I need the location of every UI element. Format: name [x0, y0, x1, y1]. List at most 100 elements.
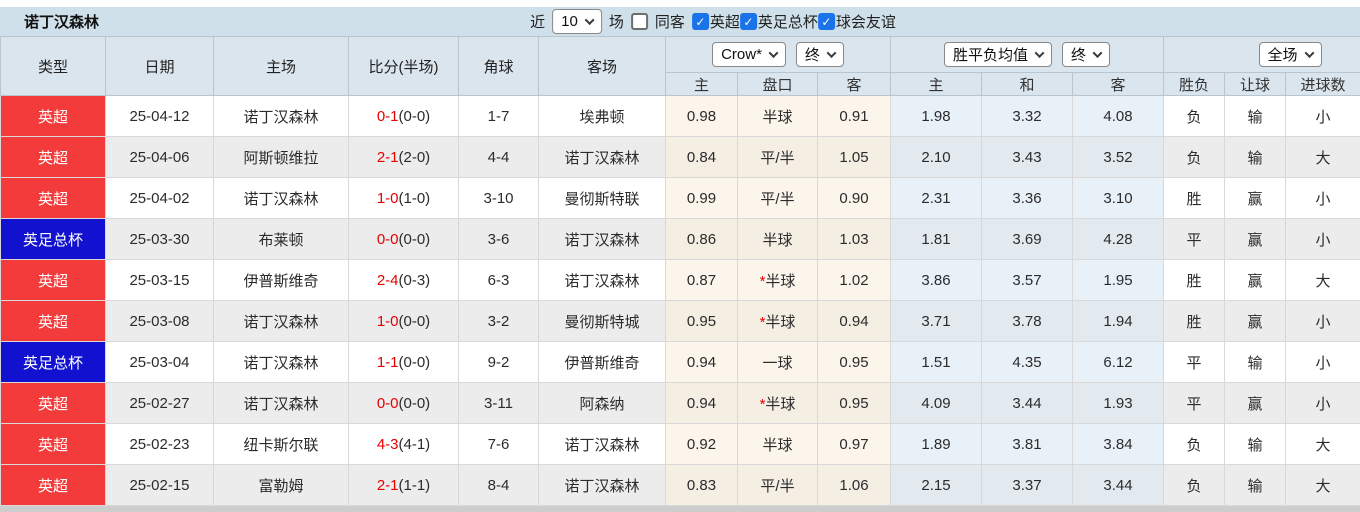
home-team: 诺丁汉森林: [213, 382, 349, 424]
europe-home-odds: 4.09: [890, 382, 983, 424]
score-cell: 0-0(0-0): [348, 382, 459, 424]
result-goals: 小: [1285, 218, 1360, 260]
asia-handicap: 平/半: [737, 136, 818, 178]
europe-home-odds: 2.10: [890, 136, 983, 178]
away-team: 诺丁汉森林: [538, 464, 666, 506]
result-handicap-cover: 输: [1224, 423, 1287, 465]
filter-item: ✓ 英足总杯: [739, 11, 818, 32]
filter-checkbox[interactable]: ✓: [691, 13, 709, 30]
asia-away-odds: 0.95: [816, 341, 892, 383]
halftime-score: (1-0): [398, 189, 431, 207]
sub-header-europe-home: 主: [890, 72, 983, 96]
home-team: 诺丁汉森林: [213, 300, 349, 342]
asia-handicap: 半球: [737, 423, 818, 465]
europe-away-odds: 3.44: [1072, 464, 1165, 506]
asia-home-odds: 0.83: [665, 464, 738, 506]
halftime-score: (0-0): [398, 312, 431, 330]
europe-away-odds: 4.28: [1072, 218, 1165, 260]
sub-header-result: 胜负: [1163, 72, 1226, 96]
result-wdl: 平: [1163, 341, 1226, 383]
europe-home-odds: 1.81: [890, 218, 983, 260]
filter-checkbox[interactable]: ✓: [817, 13, 835, 30]
scope-select[interactable]: 全场: [1258, 42, 1322, 67]
table-row: 英超 25-03-15 伊普斯维奇 2-4(0-3) 6-3 诺丁汉森林 0.87 *半球 1.…: [0, 259, 1360, 301]
sub-header-europe-draw: 和: [981, 72, 1074, 96]
league-badge: 英超: [0, 300, 106, 342]
result-handicap-cover: 输: [1224, 464, 1287, 506]
result-handicap-cover: 赢: [1224, 259, 1287, 301]
col-header-date: 日期: [105, 36, 214, 96]
filter-checkbox[interactable]: ✓: [739, 13, 757, 30]
europe-time-select-value: 终: [1071, 47, 1087, 64]
europe-odds-select-value: 胜平负均值: [953, 47, 1029, 64]
europe-away-odds: 1.93: [1072, 382, 1165, 424]
away-team: 阿森纳: [538, 382, 666, 424]
corner-count: 1-7: [458, 95, 539, 137]
asia-handicap: 一球: [737, 341, 818, 383]
table-row: 英足总杯 25-03-30 布莱顿 0-0(0-0) 3-6 诺丁汉森林 0.86 半球 1.0…: [0, 218, 1360, 260]
europe-draw-odds: 3.32: [981, 95, 1074, 137]
europe-home-odds: 3.86: [890, 259, 983, 301]
matches-table: 类型 日期 主场 比分(半场) 角球 客场 Crow* 终: [0, 36, 1360, 506]
star-mark: *: [759, 272, 766, 290]
home-team: 诺丁汉森林: [213, 341, 349, 383]
result-handicap-cover: 赢: [1224, 218, 1287, 260]
chevron-down-icon: [1092, 48, 1103, 59]
result-group-header: 全场: [1163, 36, 1360, 73]
table-row: 英超 25-02-15 富勒姆 2-1(1-1) 8-4 诺丁汉森林 0.83 平/半 1.06…: [0, 464, 1360, 506]
europe-time-select[interactable]: 终: [1062, 42, 1111, 67]
europe-home-odds: 2.31: [890, 177, 983, 219]
chevron-down-icon: [1304, 48, 1314, 59]
halftime-score: (4-1): [398, 435, 431, 453]
matches-label: 场: [608, 14, 624, 31]
halftime-score: (0-3): [398, 271, 431, 289]
sub-header-asia-away: 客: [816, 72, 892, 96]
away-team: 诺丁汉森林: [538, 259, 666, 301]
asia-away-odds: 0.91: [816, 95, 892, 137]
filter-label: 英超: [709, 14, 740, 31]
halftime-score: (0-0): [398, 353, 431, 371]
bookmaker-select[interactable]: Crow*: [712, 42, 786, 67]
asia-home-odds: 0.94: [665, 382, 738, 424]
halftime-score: (0-0): [398, 107, 431, 125]
league-badge: 英足总杯: [0, 341, 106, 383]
home-team: 诺丁汉森林: [213, 177, 349, 219]
europe-away-odds: 1.94: [1072, 300, 1165, 342]
halftime-score: (2-0): [398, 148, 431, 166]
europe-odds-select[interactable]: 胜平负均值: [944, 42, 1053, 67]
result-handicap-cover: 赢: [1224, 177, 1287, 219]
rows-body: 英超 25-04-12 诺丁汉森林 0-1(0-0) 1-7 埃弗顿 0.98 半球 0.91 1…: [0, 95, 1360, 506]
sub-header-asia-home: 主: [665, 72, 738, 96]
europe-draw-odds: 3.36: [981, 177, 1074, 219]
asia-time-select[interactable]: 终: [795, 42, 844, 67]
away-team: 伊普斯维奇: [538, 341, 666, 383]
result-handicap-cover: 赢: [1224, 300, 1287, 342]
corner-count: 3-2: [458, 300, 539, 342]
league-badge: 英超: [0, 95, 106, 137]
topbar: 诺丁汉森林 近 10 场 同客 ✓ 英超 ✓ 英足总杯 ✓ 球会友谊: [0, 7, 1360, 36]
league-badge: 英超: [0, 423, 106, 465]
away-team: 埃弗顿: [538, 95, 666, 137]
league-badge: 英超: [0, 259, 106, 301]
recent-count-select[interactable]: 10: [552, 9, 602, 34]
chevron-down-icon: [768, 48, 779, 59]
away-team: 曼彻斯特城: [538, 300, 666, 342]
result-goals: 小: [1285, 300, 1360, 342]
asia-home-odds: 0.95: [665, 300, 738, 342]
europe-draw-odds: 4.35: [981, 341, 1074, 383]
europe-home-odds: 1.98: [890, 95, 983, 137]
table-row: 英超 25-04-02 诺丁汉森林 1-0(1-0) 3-10 曼彻斯特联 0.99 平/半 0…: [0, 177, 1360, 219]
same-venue-checkbox[interactable]: [630, 13, 648, 30]
scope-select-value: 全场: [1267, 47, 1298, 64]
asia-away-odds: 1.02: [816, 259, 892, 301]
asia-home-odds: 0.86: [665, 218, 738, 260]
topbar-controls: 近 10 场 同客 ✓ 英超 ✓ 英足总杯 ✓ 球会友谊: [530, 9, 896, 34]
corner-count: 8-4: [458, 464, 539, 506]
score-cell: 2-1(2-0): [348, 136, 459, 178]
europe-home-odds: 2.15: [890, 464, 983, 506]
match-date: 25-03-08: [105, 300, 214, 342]
result-wdl: 负: [1163, 423, 1226, 465]
match-date: 25-03-30: [105, 218, 214, 260]
bookmaker-select-value: Crow*: [721, 46, 762, 63]
col-header-away: 客场: [538, 36, 666, 96]
